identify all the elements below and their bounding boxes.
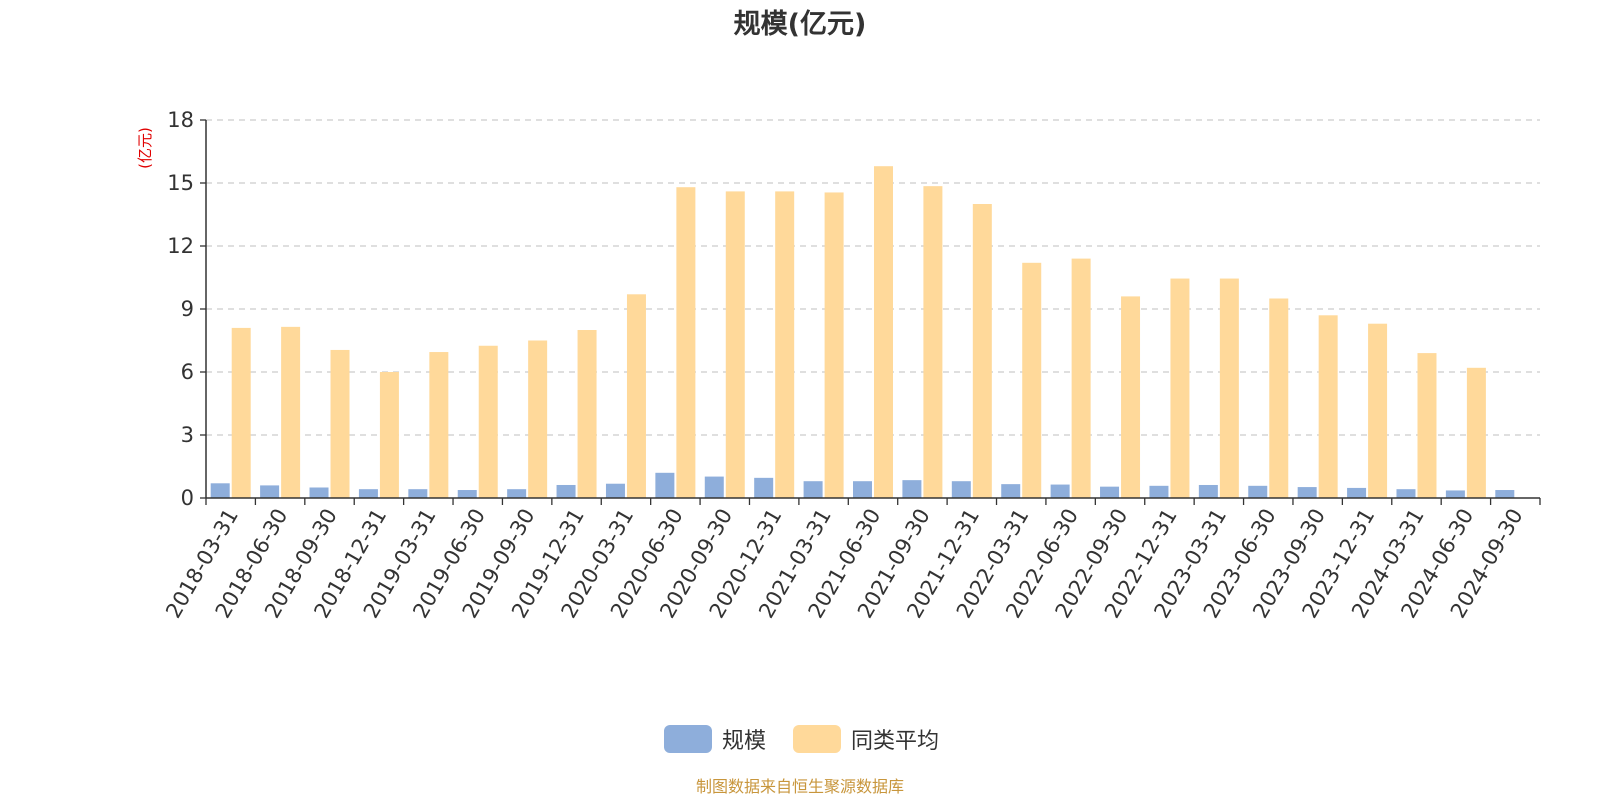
bar-scale[interactable] <box>1001 484 1021 498</box>
bar-peer-average[interactable] <box>231 327 251 498</box>
bar-peer-average[interactable] <box>478 345 498 498</box>
bar-scale[interactable] <box>556 484 576 498</box>
y-tick-label: 3 <box>181 423 194 447</box>
bar-scale[interactable] <box>1445 490 1465 498</box>
bar-peer-average[interactable] <box>775 191 795 498</box>
bar-scale[interactable] <box>358 489 378 498</box>
legend-swatch <box>664 725 712 753</box>
legend-label: 同类平均 <box>851 729 939 754</box>
bar-peer-average[interactable] <box>676 187 696 498</box>
legend[interactable]: 规模 同类平均 <box>664 725 939 754</box>
bar-scale[interactable] <box>1198 484 1218 498</box>
bar-scale[interactable] <box>754 477 774 498</box>
bar-peer-average[interactable] <box>1417 353 1437 498</box>
bar-peer-average[interactable] <box>379 372 399 498</box>
bar-peer-average[interactable] <box>923 186 943 498</box>
bar-peer-average[interactable] <box>1368 323 1388 498</box>
bar-scale[interactable] <box>853 481 872 498</box>
bar-peer-average[interactable] <box>330 349 350 498</box>
bar-scale[interactable] <box>704 476 724 498</box>
bar-scale[interactable] <box>605 483 625 498</box>
bar-peer-average[interactable] <box>1269 298 1289 499</box>
y-tick-label: 12 <box>167 234 194 258</box>
bar-scale[interactable] <box>260 485 280 498</box>
y-tick-label: 15 <box>167 171 194 195</box>
bar-peer-average[interactable] <box>972 204 992 498</box>
bar-scale[interactable] <box>457 490 477 498</box>
bar-peer-average[interactable] <box>1121 296 1141 498</box>
bar-scale[interactable] <box>1396 489 1416 498</box>
bar-peer-average[interactable] <box>429 352 449 498</box>
bar-peer-average[interactable] <box>577 330 597 498</box>
legend-label: 规模 <box>722 729 766 754</box>
bar-peer-average[interactable] <box>528 340 548 499</box>
legend-item-peer-average[interactable]: 同类平均 <box>793 725 939 754</box>
y-tick-label: 0 <box>181 486 194 510</box>
bar-scale[interactable] <box>1297 487 1317 498</box>
bar-scale[interactable] <box>1100 486 1120 498</box>
data-source-note: 制图数据来自恒生聚源数据库 <box>696 777 904 796</box>
bar-peer-average[interactable] <box>1219 278 1239 498</box>
bar-scale[interactable] <box>309 487 329 499</box>
bar-peer-average[interactable] <box>1318 315 1338 498</box>
legend-item-scale[interactable]: 规模 <box>664 725 766 754</box>
bar-peer-average[interactable] <box>874 166 893 498</box>
bar-peer-average[interactable] <box>1466 367 1486 498</box>
bar-scale[interactable] <box>1050 484 1070 498</box>
bar-scale[interactable] <box>1495 490 1515 498</box>
chart-title: 规模(亿元) <box>734 9 867 40</box>
bar-scale[interactable] <box>408 489 428 498</box>
bar-peer-average[interactable] <box>1170 278 1190 498</box>
bar-scale[interactable] <box>1347 487 1367 498</box>
y-tick-label: 9 <box>181 297 194 321</box>
bar-scale[interactable] <box>803 481 823 498</box>
bar-peer-average[interactable] <box>1022 262 1042 498</box>
bar-scale[interactable] <box>655 472 675 498</box>
bar-peer-average[interactable] <box>1071 258 1091 498</box>
grid-lines <box>206 119 1540 436</box>
bar-peer-average[interactable] <box>824 192 844 498</box>
bar-peer-average[interactable] <box>725 191 745 498</box>
bar-peer-average[interactable] <box>626 294 646 498</box>
bar-scale[interactable] <box>210 483 230 498</box>
y-tick-label: 6 <box>181 360 194 384</box>
legend-swatch <box>793 725 841 753</box>
bar-scale[interactable] <box>507 489 527 498</box>
bars-group <box>210 166 1515 499</box>
y-axis-unit-label: (亿元) <box>136 127 154 169</box>
bar-scale[interactable] <box>1149 485 1169 498</box>
bar-scale[interactable] <box>951 481 971 498</box>
bar-scale[interactable] <box>902 480 922 498</box>
bar-scale[interactable] <box>1248 485 1268 498</box>
bar-peer-average[interactable] <box>281 326 301 498</box>
y-tick-label: 18 <box>167 108 194 132</box>
